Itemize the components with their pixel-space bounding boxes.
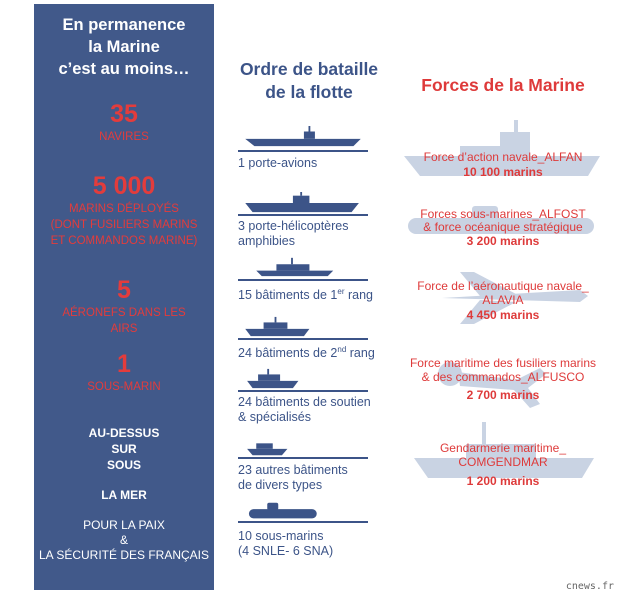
- purpose-line: LA SÉCURITÉ DES FRANÇAIS: [38, 548, 210, 562]
- force-count: 4 450 marins: [466, 308, 540, 322]
- position-word: SUR: [111, 442, 137, 456]
- heading-line: la Marine: [88, 38, 160, 56]
- purpose-line: &: [119, 533, 128, 547]
- fleet-label: & spécialisés: [238, 410, 311, 424]
- panel-heading: En permanence la Marine c’est au moins…: [34, 14, 214, 80]
- heading-line: c’est au moins…: [58, 60, 190, 78]
- fleet-title: Ordre de bataille de la flotte: [224, 58, 394, 104]
- stat-sailors-value: 5 000: [92, 172, 156, 200]
- submarine-silhouette-icon: [408, 206, 594, 234]
- summary-panel: En permanence la Marine c’est au moins… …: [34, 4, 214, 590]
- forces-title: Forces de la Marine: [421, 75, 585, 95]
- stat-aircraft-value: 5: [117, 276, 131, 304]
- source-credit: cnews.fr: [565, 581, 614, 592]
- force-name: ALAVIA: [482, 293, 524, 307]
- sea-label: LA MER: [101, 488, 147, 502]
- helicopter-carrier-icon: [245, 192, 359, 213]
- fleet-label: 15 bâtiments de 1er rang: [238, 284, 398, 303]
- force-name: & des commandos_ALFUSCO: [421, 370, 585, 384]
- stat-ships-value: 35: [110, 100, 138, 128]
- fleet-divider: [238, 457, 368, 459]
- stat-submarine-label: SOUS-MARIN: [87, 381, 161, 393]
- stat-submarine-value: 1: [117, 350, 131, 378]
- force-count: 2 700 marins: [466, 388, 540, 402]
- fleet-label-text: 15 bâtiments de 1: [238, 288, 338, 303]
- ordinal-suffix: nd: [337, 345, 347, 354]
- force-name: Force de l’aéronautique navale_: [417, 279, 589, 293]
- force-name: Forces sous-marines_ALFOST: [420, 207, 586, 221]
- frigate-icon: [256, 257, 334, 277]
- patrol-boat-silhouette-icon: [414, 422, 594, 478]
- fleet-title-line: de la flotte: [265, 82, 353, 102]
- fleet-label: 23 autres bâtiments: [238, 463, 348, 477]
- fleet-label-text: 24 bâtiments de 2: [238, 346, 338, 361]
- jet-silhouette-icon: [442, 272, 588, 324]
- small-ship-icon: [247, 443, 288, 456]
- stat-sailors-label: (DONT FUSILIERS MARINS: [50, 219, 198, 231]
- fleet-label: (4 SNLE- 6 SNA): [238, 544, 334, 558]
- force-name: Gendarmerie maritime_: [439, 441, 567, 455]
- fleet-label: 3 porte-hélicoptères: [238, 219, 349, 233]
- stat-sailors-label: ET COMMANDOS MARINE): [50, 235, 198, 247]
- force-count: 3 200 marins: [466, 234, 540, 248]
- fleet-label-text: rang: [346, 346, 375, 361]
- position-word: AU-DESSUS: [88, 426, 160, 440]
- stat-aircraft-label: AÉRONEFS DANS LES: [62, 307, 186, 319]
- fleet-divider: [238, 279, 368, 281]
- patrol-ship-icon: [245, 316, 310, 337]
- heading-line: En permanence: [62, 16, 186, 34]
- fleet-label: 1 porte-avions: [238, 156, 318, 170]
- force-name: COMGENDMAR: [458, 455, 548, 469]
- fleet-divider: [238, 150, 368, 152]
- force-count: 1 200 marins: [466, 474, 540, 488]
- fleet-label: 24 bâtiments de soutien: [238, 395, 371, 409]
- force-name: Force maritime des fusiliers marins: [409, 356, 597, 370]
- fleet-divider: [238, 521, 368, 523]
- warship-silhouette-icon: [404, 120, 600, 176]
- support-ship-icon: [247, 368, 299, 389]
- force-count: 10 100 marins: [463, 165, 543, 179]
- purpose-line: POUR LA PAIX: [83, 518, 165, 532]
- position-word: SOUS: [106, 458, 141, 472]
- ordinal-suffix: er: [337, 287, 345, 296]
- fleet-label: de divers types: [238, 478, 323, 492]
- diver-silhouette-icon: [438, 362, 546, 408]
- force-name: & force océanique stratégique: [423, 220, 583, 234]
- fleet-label: amphibies: [238, 234, 295, 248]
- fleet-divider: [238, 338, 368, 340]
- aircraft-carrier-icon: [245, 126, 361, 147]
- fleet-divider: [238, 214, 368, 216]
- stat-aircraft-label: AIRS: [110, 323, 138, 335]
- stat-ships-label: NAVIRES: [99, 131, 149, 143]
- stat-sailors-label: MARINS DÉPLOYÉS: [69, 203, 179, 215]
- force-name: Force d’action navale_ALFAN: [423, 150, 583, 164]
- fleet-divider: [238, 390, 368, 392]
- fleet-label-text: rang: [344, 288, 373, 303]
- submarine-icon: [248, 502, 317, 519]
- fleet-label: 10 sous-marins: [238, 529, 324, 543]
- fleet-label: 24 bâtiments de 2nd rang: [238, 342, 398, 361]
- fleet-title-line: Ordre de bataille: [239, 59, 379, 79]
